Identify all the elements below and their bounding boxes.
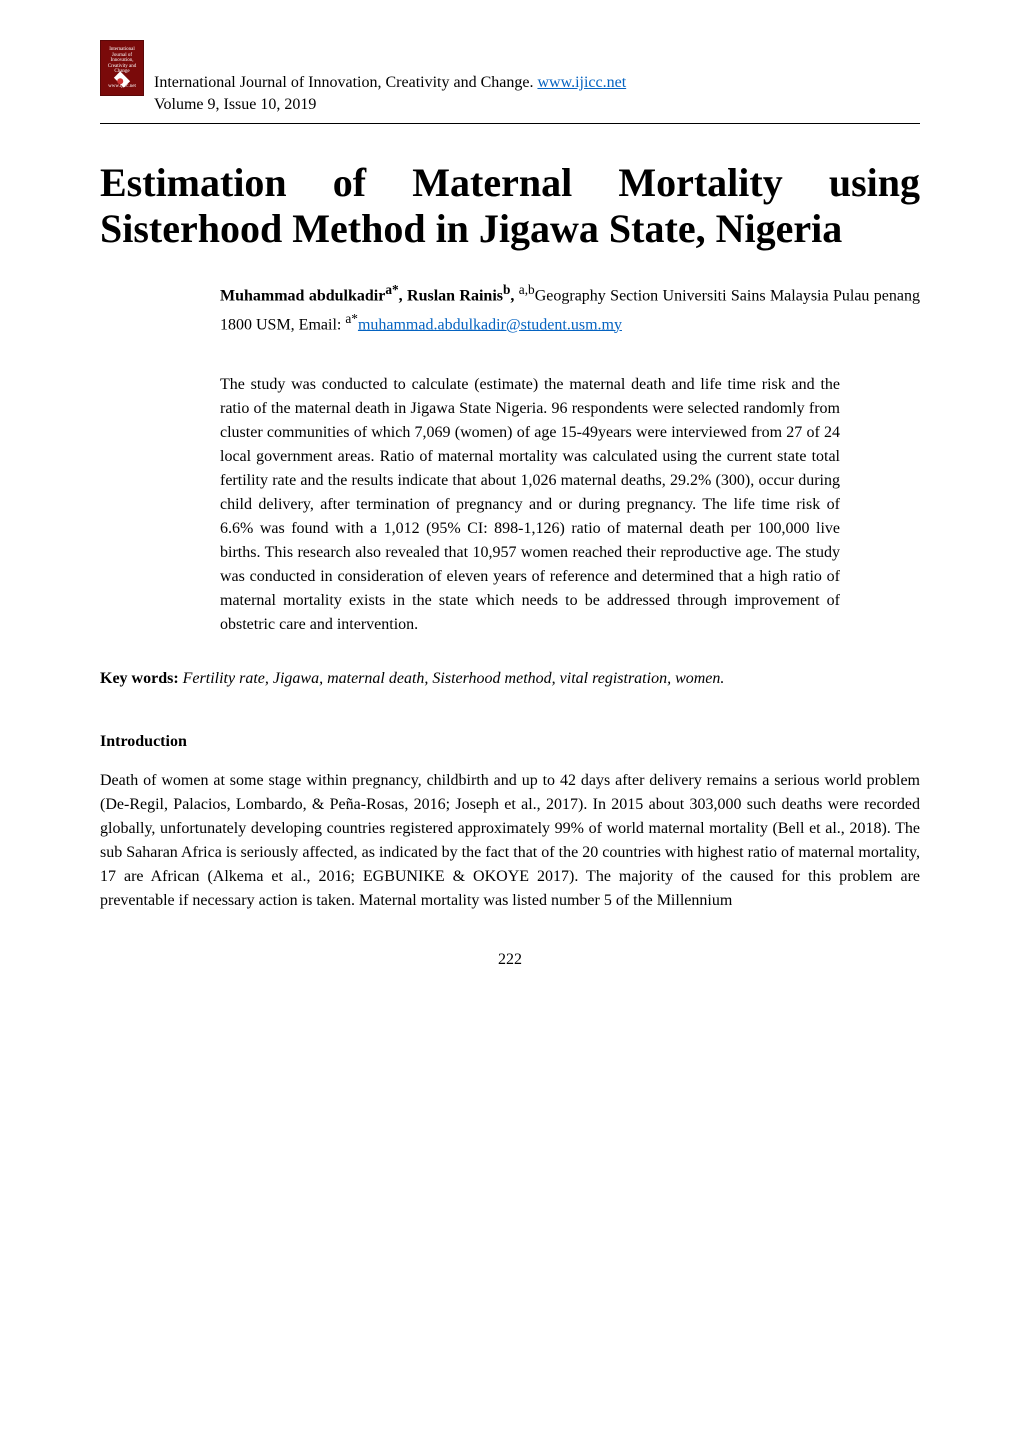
affiliation-sup: a,b <box>519 282 535 297</box>
journal-line-1: International Journal of Innovation, Cre… <box>154 72 626 94</box>
journal-logo: International Journal of Innovation, Cre… <box>100 40 144 96</box>
author-1-sup: a* <box>385 282 398 297</box>
abstract-text: The study was conducted to calculate (es… <box>220 373 840 637</box>
paper-title: Estimation of Maternal Mortality using S… <box>100 160 920 252</box>
header-row: International Journal of Innovation, Cre… <box>100 40 920 115</box>
journal-website-link[interactable]: www.ijicc.net <box>537 74 626 91</box>
author-sep-2: , <box>510 288 518 305</box>
section-heading-introduction: Introduction <box>100 733 920 751</box>
author-1-name: Muhammad abdulkadir <box>220 288 385 305</box>
page-header: International Journal of Innovation, Cre… <box>100 40 920 124</box>
page-number: 222 <box>100 951 920 969</box>
keywords-text: Fertility rate, Jigawa, maternal death, … <box>183 670 725 687</box>
author-2-name: Ruslan Rainis <box>407 288 503 305</box>
email-sup: a* <box>345 311 358 326</box>
keywords-label: Key words: <box>100 670 183 687</box>
authors-block: Muhammad abdulkadira*, Ruslan Rainisb, a… <box>220 280 920 337</box>
journal-issue: Volume 9, Issue 10, 2019 <box>154 94 626 116</box>
author-sep-1: , <box>399 288 407 305</box>
introduction-paragraph: Death of women at some stage within preg… <box>100 769 920 913</box>
logo-top-text: International Journal of Innovation, Cre… <box>104 47 140 75</box>
keywords-block: Key words: Fertility rate, Jigawa, mater… <box>100 667 920 691</box>
header-divider <box>100 123 920 124</box>
journal-name: International Journal of Innovation, Cre… <box>154 74 537 91</box>
journal-info: International Journal of Innovation, Cre… <box>154 40 626 115</box>
corresponding-email-link[interactable]: muhammad.abdulkadir@student.usm.my <box>358 316 622 333</box>
